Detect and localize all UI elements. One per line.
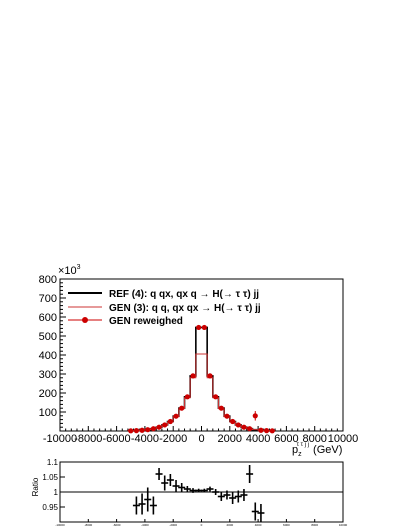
x-tick-label: 0: [198, 433, 204, 445]
data-point: [230, 418, 236, 425]
data-point: [247, 426, 253, 432]
data-point: [196, 324, 202, 331]
data-point: [201, 324, 207, 331]
y-exponent-label: ×103: [58, 264, 81, 277]
x-tick-label: -2000: [159, 433, 187, 445]
x-tick-label: -8000: [74, 433, 102, 445]
ratio-x-tick-label: -10000: [55, 523, 65, 527]
data-point: [235, 422, 241, 428]
data-point: [269, 428, 275, 434]
ratio-x-tick-label: 2000: [226, 523, 233, 527]
data-point: [213, 394, 219, 400]
y-tick-label: 500: [39, 331, 57, 343]
data-point: [162, 422, 168, 428]
data-point: [145, 427, 151, 433]
y-tick-label: 700: [39, 293, 57, 305]
x-tick-label: 4000: [246, 433, 270, 445]
x-tick-label: 6000: [274, 433, 298, 445]
x-tick-label: 8000: [302, 433, 326, 445]
legend-entry-ref: REF (4): q qx, qx q → H(→ τ τ) jj: [68, 289, 259, 300]
main-markers: [128, 324, 275, 434]
ratio-x-tick-label: -8000: [84, 523, 92, 527]
x-tick-label: -4000: [131, 433, 159, 445]
x-tick-label: -10000: [43, 433, 77, 445]
y-tick-label: 800: [39, 274, 57, 286]
x-tick-label: 2000: [218, 433, 242, 445]
data-point: [258, 427, 264, 433]
legend: REF (4): q qx, qx q → H(→ τ τ) jj GEN (3…: [68, 289, 261, 327]
y-tick-label: 300: [39, 369, 57, 381]
ratio-y-title: Ratio: [31, 477, 40, 496]
data-point: [139, 427, 145, 433]
x-tick-label: -6000: [103, 433, 131, 445]
ratio-points: [132, 465, 265, 522]
data-point: [156, 424, 162, 430]
legend-label-ref: REF (4): q qx, qx q → H(→ τ τ) jj: [109, 289, 259, 300]
data-point: [207, 373, 213, 379]
legend-entry-gen: GEN (3): q q, qx qx → H(→ τ τ) jj: [68, 303, 261, 314]
ratio-x-tick-label: 4000: [255, 523, 262, 527]
data-point: [173, 413, 179, 419]
ratio-x-tick-label: 8000: [311, 523, 318, 527]
histogram-series-1: [127, 353, 276, 432]
ratio-axis-ticks: 0.95 1 1.05 1.1 -10000 -8000 -6000 -4000 -2000 0 2…: [42, 458, 347, 527]
ratio-x-tick-label: 0: [201, 523, 203, 527]
data-point: [241, 424, 247, 430]
y-tick-label: 100: [39, 407, 57, 419]
ratio-x-tick-label: -6000: [113, 523, 121, 527]
data-point: [184, 394, 190, 400]
ratio-x-tick-label: -4000: [141, 523, 149, 527]
y-tick-label: 400: [39, 350, 57, 362]
data-point: [218, 405, 224, 411]
data-point: [224, 413, 230, 419]
ratio-x-tick-label: 10000: [339, 523, 348, 527]
ratio-y-tick-label: 0.95: [42, 503, 58, 512]
data-point: [190, 373, 196, 379]
data-point: [179, 405, 185, 411]
legend-marker-gen-reweighed: [82, 317, 88, 323]
ratio-x-tick-label: 6000: [283, 523, 290, 527]
ratio-x-tick-label: -2000: [169, 523, 177, 527]
ratio-y-tick-label: 1.1: [47, 458, 59, 467]
ratio-y-tick-label: 1: [54, 488, 59, 497]
y-tick-label: 600: [39, 312, 57, 324]
main-plot-frame: [59, 278, 344, 432]
x-tick-label: 10000: [328, 433, 359, 445]
data-point: [167, 418, 173, 425]
legend-entry-gen-reweighed: GEN reweighed: [68, 316, 183, 327]
data-point: [252, 413, 258, 419]
x-axis-title: pzτ τ j j (GeV): [292, 442, 342, 458]
main-histograms: [127, 326, 276, 432]
data-point: [263, 428, 270, 434]
legend-label-gen-reweighed: GEN reweighed: [109, 316, 183, 327]
legend-label-gen: GEN (3): q q, qx qx → H(→ τ τ) jj: [109, 303, 261, 314]
y-tick-label: 200: [39, 388, 57, 400]
data-point: [150, 426, 156, 432]
data-point: [128, 428, 134, 434]
ratio-y-tick-label: 1.05: [42, 473, 58, 482]
data-point: [133, 428, 140, 434]
main-axis-ticks: -10000-8000 -6000 -4000 -2000 0 2000 4000 6000 8…: [39, 274, 359, 445]
